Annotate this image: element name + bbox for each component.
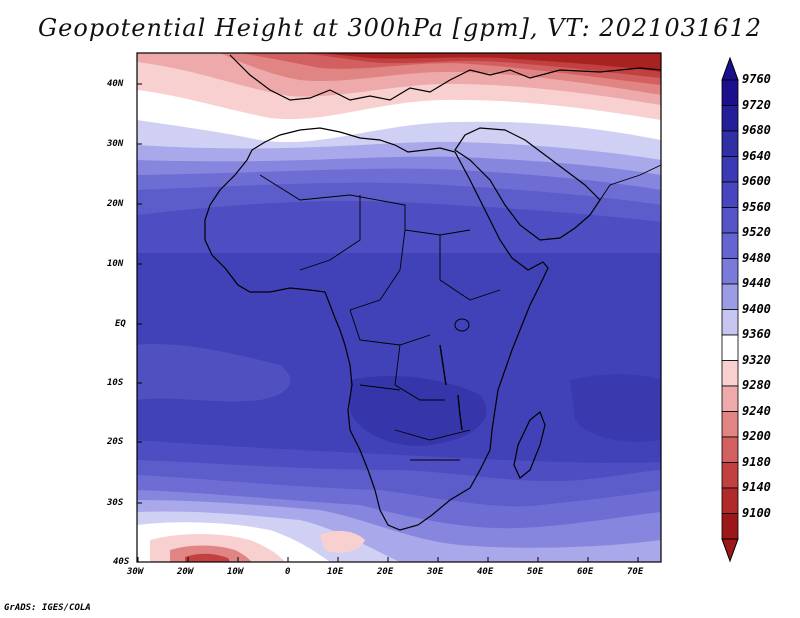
- colorbar-swatch: [721, 487, 739, 514]
- madagascar-coastline: [513, 411, 546, 479]
- colorbar-swatch: [721, 156, 739, 183]
- lat-label-40n: 40N: [107, 79, 124, 89]
- lat-label-eq: EQ: [115, 319, 126, 329]
- colorbar-level-label: 9180: [742, 454, 771, 469]
- colorbar-swatch: [721, 207, 739, 234]
- lon-label-60e: 60E: [577, 567, 594, 577]
- lat-label-20s: 20S: [107, 437, 124, 447]
- arabia-coastline: [454, 127, 601, 241]
- lat-label-40s: 40S: [113, 557, 130, 567]
- lake-malawi: [457, 394, 463, 431]
- colorbar-level-label: 9720: [742, 97, 771, 112]
- colorbar-swatch: [721, 462, 739, 489]
- lon-label-30w: 30W: [127, 567, 144, 577]
- lake-victoria: [454, 318, 470, 332]
- colorbar-swatch: [721, 385, 739, 412]
- colorbar-swatch: [721, 513, 739, 540]
- colorbar: [721, 56, 739, 563]
- colorbar-swatch: [721, 79, 739, 106]
- africa-coastline: [204, 127, 549, 531]
- lon-label-30e: 30E: [427, 567, 444, 577]
- field-band-south-dark-2: [350, 375, 487, 446]
- lat-label-30n: 30N: [107, 139, 124, 149]
- lon-label-40e: 40E: [477, 567, 494, 577]
- colorbar-level-label: 9200: [742, 429, 771, 443]
- lat-label-10s: 10S: [107, 378, 124, 388]
- colorbar-swatch: [721, 334, 739, 361]
- lat-label-10n: 10N: [107, 259, 124, 269]
- axis-ticks: [137, 83, 639, 562]
- colorbar-level-label: 9140: [742, 480, 771, 494]
- country-borders: [259, 164, 661, 461]
- lon-label-20w: 20W: [177, 567, 194, 577]
- field-band-south-10: [185, 553, 230, 562]
- colorbar-swatch: [721, 360, 739, 387]
- colorbar-swatch: [721, 411, 739, 438]
- lat-label-20n: 20N: [107, 199, 124, 209]
- plot-frame: [136, 52, 662, 563]
- colorbar-level-label: 9760: [742, 72, 771, 86]
- colorbar-level-label: 9600: [742, 174, 771, 188]
- lon-label-10w: 10W: [227, 567, 244, 577]
- colorbar-top-arrow: [721, 56, 739, 81]
- field-band-north-13: [320, 53, 661, 72]
- colorbar-level-label: 9680: [742, 123, 771, 137]
- colorbar-swatch: [721, 283, 739, 310]
- colorbar-level-label: 9360: [742, 327, 771, 341]
- colorbar-level-label: 9320: [742, 352, 771, 367]
- lon-label-20e: 20E: [377, 567, 394, 577]
- colorbar-level-label: 9640: [742, 148, 771, 163]
- colorbar-level-label: 9400: [742, 301, 771, 316]
- colorbar-level-label: 9560: [742, 199, 771, 214]
- colorbar-swatch: [721, 130, 739, 157]
- colorbar-swatch: [721, 181, 739, 208]
- lon-label-70e: 70E: [627, 567, 644, 577]
- lat-label-30s: 30S: [107, 498, 124, 508]
- colorbar-swatch: [721, 105, 739, 132]
- colorbar-swatch: [721, 232, 739, 259]
- europe-coastline: [229, 54, 661, 101]
- colorbar-swatch: [721, 309, 739, 336]
- lon-label-50e: 50E: [527, 567, 544, 577]
- lon-label-0: 0: [285, 567, 291, 577]
- colorbar-swatch: [721, 436, 739, 463]
- colorbar-bottom-arrow: [721, 538, 739, 563]
- colorbar-level-label: 9280: [742, 378, 771, 392]
- colorbar-level-label: 9440: [742, 276, 771, 290]
- field-band-south-dark-1: [137, 344, 291, 402]
- lake-tanganyika: [439, 344, 447, 386]
- colorbar-swatch: [721, 258, 739, 285]
- colorbar-level-label: 9240: [742, 403, 771, 418]
- grads-credit: GrADS: IGES/COLA: [4, 603, 91, 613]
- colorbar-level-label: 9520: [742, 225, 771, 239]
- chart-title: Geopotential Height at 300hPa [gpm], VT:…: [38, 14, 762, 42]
- lon-label-10e: 10E: [327, 567, 344, 577]
- field-band-south-11: [320, 530, 365, 553]
- colorbar-level-label: 9100: [742, 505, 771, 520]
- field-band-south-dark-3: [570, 374, 661, 442]
- colorbar-level-label: 9480: [742, 250, 771, 265]
